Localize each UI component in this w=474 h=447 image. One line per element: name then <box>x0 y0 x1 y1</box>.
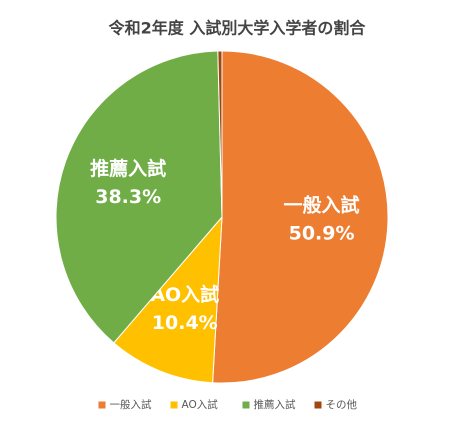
pie-slice <box>212 50 389 384</box>
slice-value-label: 38.3% <box>95 186 161 208</box>
slice-value-label: 10.4% <box>152 312 218 334</box>
slice-category-label: AO入試 <box>150 283 219 306</box>
slice-category-label: 一般入試 <box>284 193 360 216</box>
legend-label: その他 <box>326 398 358 411</box>
slice-category-label: 推薦入試 <box>90 157 166 180</box>
chart-title: 令和2年度 入試別大学入学者の割合 <box>108 19 367 38</box>
legend-label: AO入試 <box>182 398 219 411</box>
legend-swatch <box>98 401 106 409</box>
pie-slice <box>217 50 223 218</box>
pie-slice <box>113 215 223 384</box>
slice-value-label: 50.9% <box>289 222 355 244</box>
legend-label: 一般入試 <box>110 398 152 411</box>
legend-label: 推薦入試 <box>254 398 296 411</box>
pie-slice <box>55 50 223 344</box>
legend-swatch <box>170 401 178 409</box>
legend-swatch <box>314 401 322 409</box>
legend-swatch <box>242 401 250 409</box>
